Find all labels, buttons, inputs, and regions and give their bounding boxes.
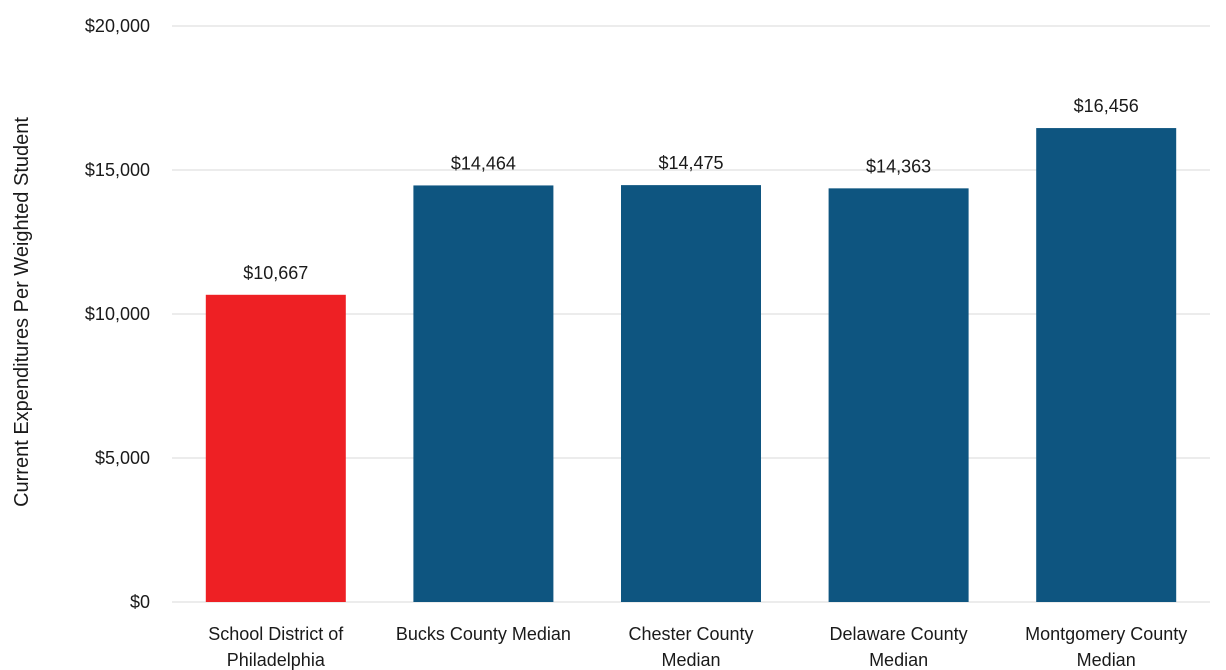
data-label: $10,667 xyxy=(243,263,308,283)
category-label: Bucks County Median xyxy=(396,624,571,644)
bar xyxy=(1036,128,1177,602)
y-tick-label: $10,000 xyxy=(85,304,150,324)
bar xyxy=(828,188,969,603)
y-tick-label: $15,000 xyxy=(85,160,150,180)
category-label: School District of Philadelphia xyxy=(208,624,344,670)
y-axis-ticks: $0 $5,000 $10,000 $15,000 $20,000 xyxy=(85,16,150,612)
bar xyxy=(621,185,761,602)
y-tick-label: $20,000 xyxy=(85,16,150,36)
y-tick-label: $0 xyxy=(130,592,150,612)
category-label: Chester County Median xyxy=(628,624,753,670)
data-label: $14,363 xyxy=(866,156,931,176)
y-axis-title: Current Expenditures Per Weighted Studen… xyxy=(11,117,33,507)
category-labels: School District of Philadelphia Bucks Coun… xyxy=(208,624,1187,670)
data-label: $16,456 xyxy=(1074,96,1139,116)
category-label: Delaware County Median xyxy=(830,624,968,670)
bars xyxy=(205,128,1177,603)
data-labels: $10,667 $14,464 $14,475 $14,363 $16,456 xyxy=(243,96,1138,283)
bar xyxy=(205,294,346,602)
y-tick-label: $5,000 xyxy=(95,448,150,468)
category-label: Montgomery County Median xyxy=(1025,624,1187,670)
data-label: $14,475 xyxy=(658,153,723,173)
bar xyxy=(413,185,554,602)
data-label: $14,464 xyxy=(451,153,516,173)
